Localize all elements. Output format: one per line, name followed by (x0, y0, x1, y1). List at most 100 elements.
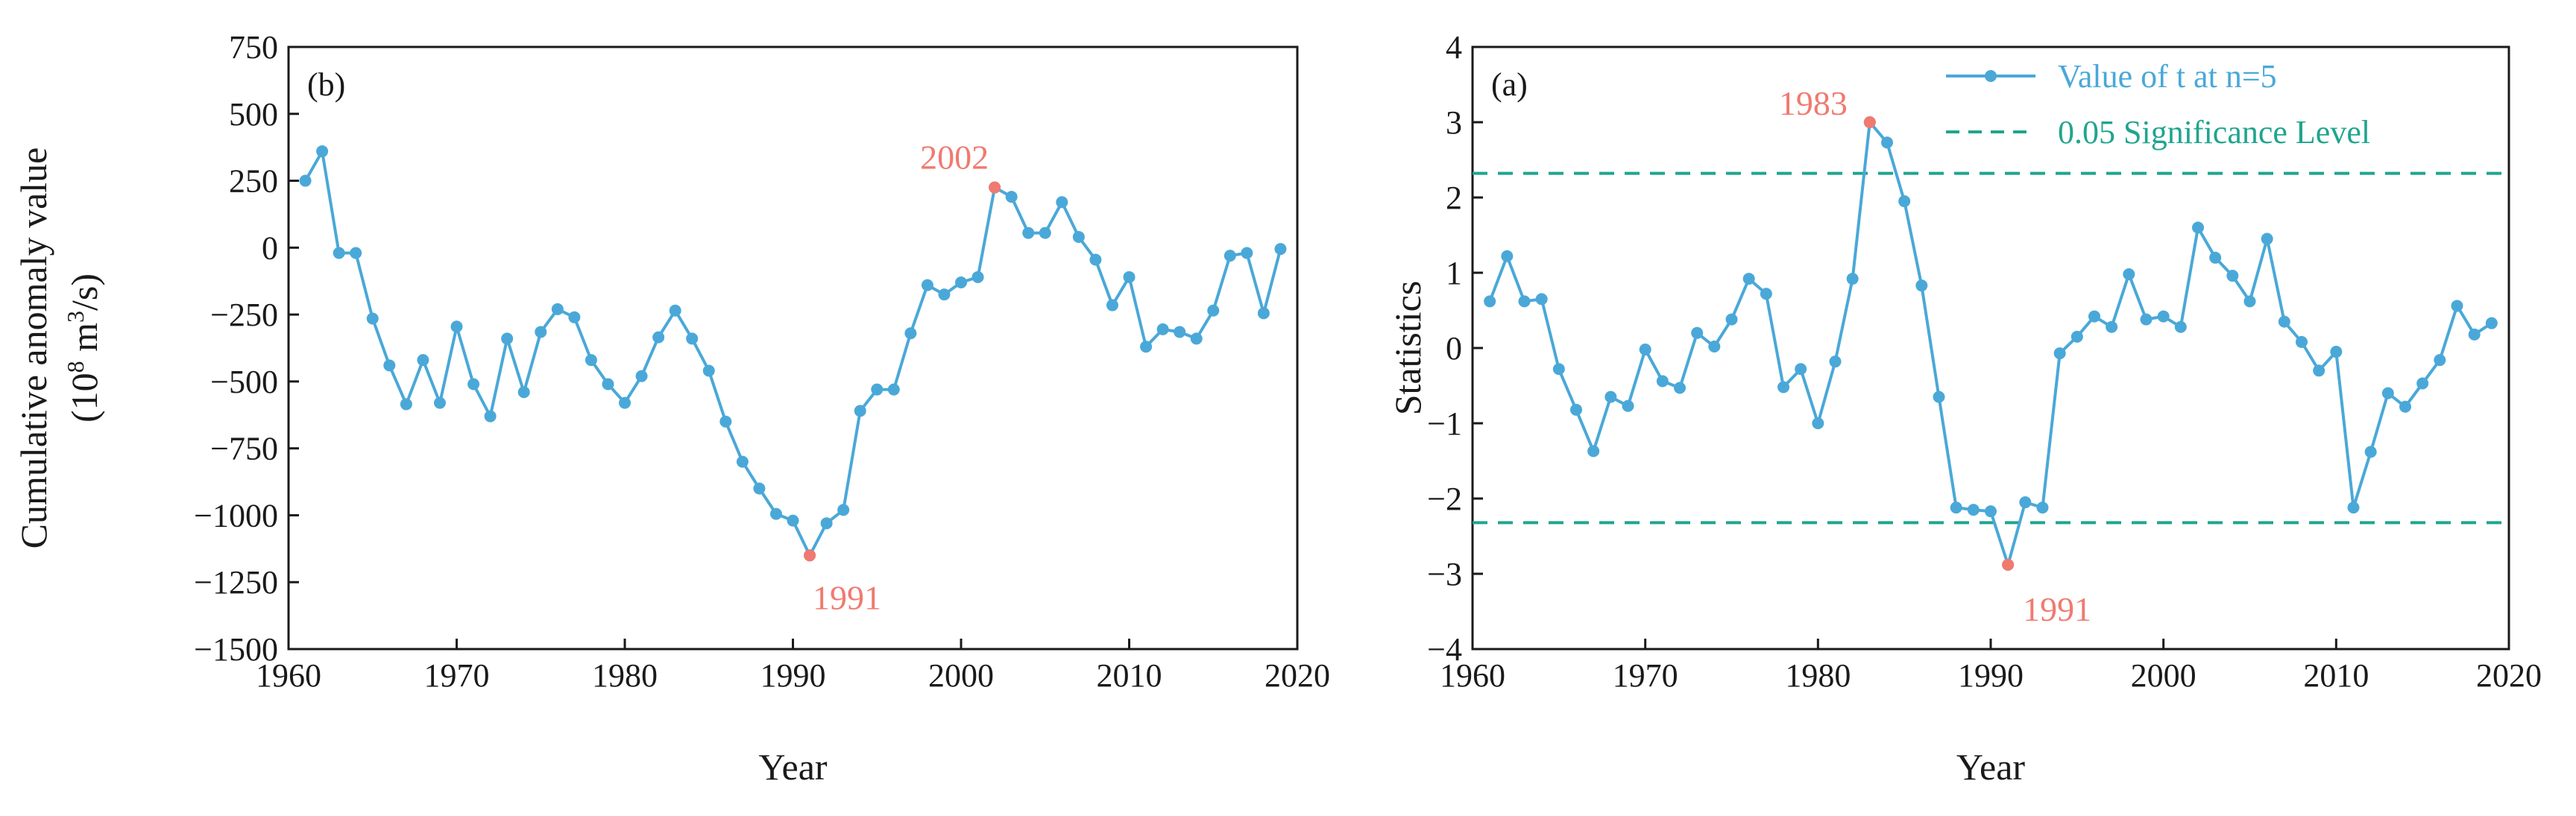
data-point (1915, 279, 1928, 292)
data-point (2123, 268, 2135, 281)
data-point (1950, 502, 1962, 514)
data-point (2451, 300, 2463, 312)
data-point (1224, 250, 1236, 262)
ylabel-part: m (63, 323, 105, 361)
data-point (433, 396, 446, 409)
data-point (585, 354, 597, 367)
data-point (669, 304, 681, 317)
data-point (1072, 230, 1085, 243)
data-point (635, 370, 648, 382)
highlight-label: 1991 (2023, 590, 2091, 628)
y-tick-label: 4 (1446, 29, 1462, 66)
data-point (1207, 304, 1220, 317)
data-point (1535, 293, 1548, 306)
data-point (2416, 377, 2429, 390)
data-point (2174, 320, 2187, 333)
data-point (1039, 227, 1051, 239)
data-point (2485, 317, 2498, 329)
data-point (787, 514, 799, 527)
data-point (2261, 233, 2273, 245)
data-point (1140, 341, 1153, 353)
series-line (1488, 118, 2492, 570)
data-point (938, 288, 951, 301)
highlight-points: 2002 1991 (804, 139, 1001, 616)
x-axis-title: Year (1956, 746, 2025, 788)
highlight-label: 2002 (920, 139, 989, 177)
data-point (769, 507, 782, 520)
data-point (2468, 328, 2481, 341)
data-point (820, 517, 833, 530)
data-point (517, 386, 530, 399)
x-tick-label: 1980 (592, 657, 658, 694)
y-tick-label: 750 (229, 29, 278, 66)
x-tick-label: 2000 (2131, 657, 2196, 694)
chart-panel-b: 1960 1970 1980 1990 2000 2010 2020 −1500−1250−… (13, 29, 1330, 788)
y-tick-label: −1 (1427, 405, 1462, 442)
data-point (2434, 354, 2446, 367)
data-point (1156, 323, 1169, 335)
data-point (2347, 502, 2360, 514)
data-point (1829, 355, 1842, 368)
x-axis-title: Year (758, 746, 827, 788)
data-point (1501, 250, 1514, 262)
ylabel-part: /s) (63, 273, 105, 311)
data-point (1005, 191, 1018, 203)
data-point (1898, 195, 1911, 208)
data-point (736, 455, 749, 468)
y-tick-label: 500 (229, 96, 278, 133)
data-point (887, 383, 900, 396)
x-tick-label: 1990 (1958, 657, 2024, 694)
highlight-label: 1991 (813, 578, 881, 616)
y-tick-label: 0 (262, 230, 278, 266)
panel-label: (a) (1491, 66, 1528, 103)
y-tick-label: −1000 (194, 497, 278, 534)
data-point (2192, 221, 2204, 234)
y-tick-label: 0 (1446, 330, 1462, 367)
data-point (350, 247, 362, 259)
y-tick-label: 1 (1446, 255, 1462, 291)
y-tick-label: 3 (1446, 104, 1462, 141)
data-point (1760, 288, 1772, 300)
x-axis: 1960 1970 1980 1990 2000 2010 2020 (256, 639, 1330, 694)
x-tick-label: 1960 (1440, 657, 1505, 694)
data-point (1967, 504, 1980, 516)
legend-label: 0.05 Significance Level (2058, 114, 2370, 151)
x-tick-label: 2010 (2303, 657, 2369, 694)
ylabel-part: (10 (63, 373, 105, 423)
highlight-point (989, 181, 1001, 194)
data-point (417, 354, 429, 367)
data-point (2330, 346, 2343, 358)
data-point (2313, 364, 2325, 377)
legend-label: Value of t at n=5 (2058, 58, 2277, 95)
highlight-point (1863, 116, 1876, 128)
y-axis: −1500 −1250 −1000 −750 −500 −250 0 250 500 750 (194, 29, 299, 668)
data-point (1484, 295, 1496, 308)
data-point (2019, 496, 2032, 509)
legend: Value of t at n=5 0.05 Significance Leve… (1946, 58, 2370, 151)
x-tick-label: 1990 (760, 657, 826, 694)
significance-lines (1473, 171, 2509, 525)
data-point (753, 482, 766, 495)
data-point (1123, 271, 1136, 283)
data-point (501, 332, 514, 345)
legend-dot-marker (1985, 70, 1997, 82)
panel-label: (b) (307, 66, 345, 103)
data-point (1691, 326, 1704, 339)
data-point (1056, 196, 1068, 209)
data-point (1257, 307, 1270, 320)
x-tick-label: 1970 (424, 657, 490, 694)
data-point (686, 332, 699, 345)
data-point (2364, 446, 2377, 458)
data-point (1639, 344, 1651, 356)
data-point (2088, 310, 2100, 323)
series-line (303, 147, 1282, 559)
data-point (2243, 295, 2256, 308)
data-point (299, 174, 312, 187)
x-tick-label: 2010 (1097, 657, 1162, 694)
data-point (2296, 335, 2308, 348)
data-point (366, 312, 379, 325)
data-point (1777, 381, 1789, 393)
data-point (2209, 251, 2222, 264)
highlight-points: 1983 1991 (1779, 84, 2091, 628)
data-point (2157, 310, 2170, 323)
